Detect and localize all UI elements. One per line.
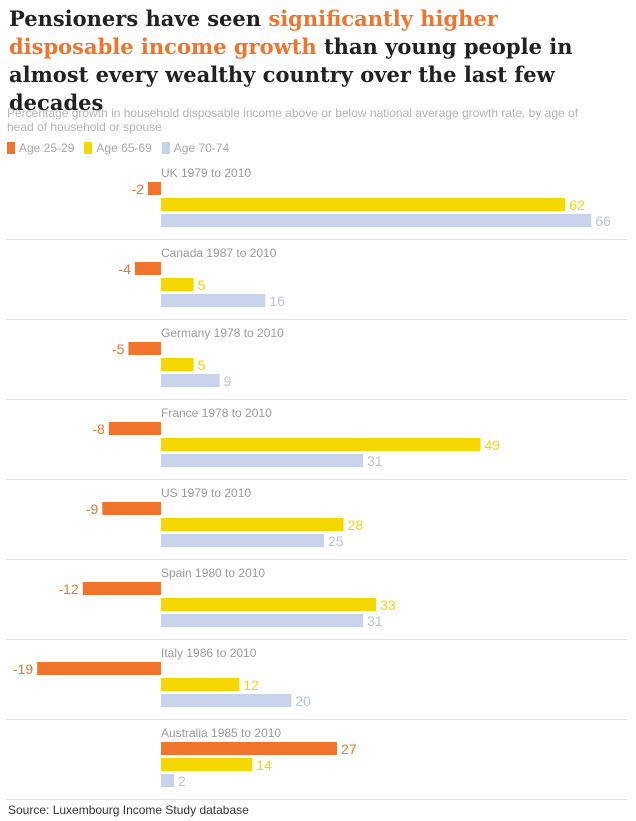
group-label-uk: UK 1979 to 2010 [161, 166, 251, 180]
value-label-us-series-3: 25 [328, 533, 344, 549]
value-label-spain-series-2: 33 [380, 597, 396, 613]
bar-spain-series-2 [161, 598, 377, 611]
value-label-germany-series-1: -5 [112, 341, 125, 357]
bar-canada-series-1 [134, 262, 161, 275]
value-label-australia-series-2: 14 [256, 757, 272, 773]
legend-swatch-age-70-74 [161, 142, 170, 154]
chart-subtitle: Percentage growth in household disposabl… [7, 106, 579, 134]
bar-uk-series-1 [147, 182, 161, 195]
bar-germany-series-2 [161, 358, 194, 371]
bar-italy-series-2 [161, 678, 240, 691]
source-note: Source: Luxembourg Income Study database [8, 803, 249, 817]
value-label-france-series-2: 49 [484, 437, 500, 453]
bar-us-series-1 [102, 502, 161, 515]
value-label-canada-series-1: -4 [118, 261, 131, 277]
legend-swatch-age-25-29 [7, 142, 15, 154]
value-label-france-series-3: 31 [367, 453, 383, 469]
bar-germany-series-1 [128, 342, 161, 355]
legend: Age 25-29 Age 65-69 Age 70-74 [7, 141, 229, 155]
legend-item-age-25-29: Age 25-29 [7, 141, 74, 155]
bar-france-series-2 [161, 438, 481, 451]
bar-canada-series-3 [161, 294, 266, 307]
legend-item-age-65-69: Age 65-69 [84, 141, 152, 155]
bar-australia-series-2 [161, 758, 253, 771]
bar-uk-series-2 [161, 198, 566, 211]
group-label-canada: Canada 1987 to 2010 [161, 246, 277, 260]
value-label-spain-series-1: -12 [59, 581, 79, 597]
value-label-canada-series-3: 16 [269, 293, 285, 309]
bar-australia-series-3 [161, 774, 175, 787]
bar-uk-series-3 [161, 214, 592, 227]
legend-label-age-25-29: Age 25-29 [19, 141, 75, 155]
value-label-spain-series-3: 31 [367, 613, 383, 629]
bar-italy-series-1 [37, 662, 162, 675]
value-label-australia-series-3: 2 [178, 773, 186, 789]
bar-france-series-1 [108, 422, 161, 435]
group-label-germany: Germany 1978 to 2010 [161, 326, 284, 340]
title-part-2: than young people in almost every wealth… [9, 34, 573, 115]
legend-label-age-70-74: Age 70-74 [173, 141, 230, 155]
group-label-france: France 1978 to 2010 [161, 406, 272, 420]
value-label-germany-series-2: 5 [198, 357, 206, 373]
group-label-us: US 1979 to 2010 [161, 486, 251, 500]
legend-item-age-70-74: Age 70-74 [161, 141, 230, 155]
bar-australia-series-1 [161, 742, 338, 755]
group-label-australia: Australia 1985 to 2010 [161, 726, 281, 740]
bar-spain-series-3 [161, 614, 364, 627]
value-label-uk-series-3: 66 [595, 213, 611, 229]
bar-germany-series-3 [161, 374, 220, 387]
group-label-spain: Spain 1980 to 2010 [161, 566, 265, 580]
value-label-france-series-1: -8 [92, 421, 105, 437]
title-part-1: Pensioners have seen [9, 6, 269, 31]
bar-canada-series-2 [161, 278, 194, 291]
bar-us-series-3 [161, 534, 324, 547]
bar-spain-series-1 [82, 582, 161, 595]
bar-us-series-2 [161, 518, 344, 531]
value-label-italy-series-1: -19 [13, 661, 33, 677]
value-label-italy-series-3: 20 [295, 693, 311, 709]
chart-title: Pensioners have seen significantly highe… [9, 5, 629, 117]
value-label-italy-series-2: 12 [243, 677, 259, 693]
value-label-us-series-1: -9 [86, 501, 99, 517]
legend-label-age-65-69: Age 65-69 [96, 141, 152, 155]
value-label-us-series-2: 28 [348, 517, 364, 533]
bar-france-series-3 [161, 454, 364, 467]
bar-chart: UK 1979 to 2010 -2 62 66 Canada 1987 to 2010… [7, 166, 627, 800]
value-label-uk-series-2: 62 [569, 197, 585, 213]
value-label-germany-series-3: 9 [224, 373, 232, 389]
value-label-uk-series-1: -2 [132, 181, 145, 197]
legend-swatch-age-65-69 [84, 142, 93, 154]
group-label-italy: Italy 1986 to 2010 [161, 646, 257, 660]
value-label-australia-series-1: 27 [341, 741, 357, 757]
value-label-canada-series-2: 5 [198, 277, 206, 293]
title-highlight: significantly higher disposable income g… [9, 6, 498, 59]
bar-italy-series-3 [161, 694, 292, 707]
